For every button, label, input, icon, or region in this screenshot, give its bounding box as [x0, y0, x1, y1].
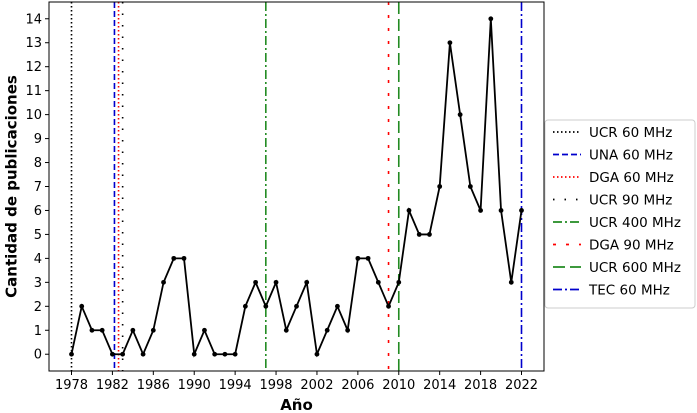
y-axis-title: Cantidad de publicaciones: [3, 75, 21, 298]
data-point: [386, 303, 391, 309]
x-tick-label: 2002: [300, 378, 333, 393]
data-point: [140, 351, 146, 357]
legend-label-ucr-600-mhz: UCR 600 MHz: [589, 260, 681, 276]
y-tick-label: 2: [34, 300, 42, 315]
data-point: [365, 255, 371, 261]
legend-label-ucr-90-mhz: UCR 90 MHz: [589, 193, 672, 209]
series-points-group: [69, 16, 524, 357]
data-point: [375, 279, 381, 285]
data-point: [345, 327, 351, 333]
data-point: [191, 351, 197, 357]
data-point: [498, 208, 504, 213]
x-axis-ticks: 1978 1982 1986 1990 1994 1998 2002 2006 2010 2014…: [55, 371, 538, 393]
x-tick-label: 1978: [55, 378, 88, 393]
y-tick-label: 7: [34, 180, 42, 195]
x-axis-title: Año: [280, 396, 313, 413]
data-point: [355, 255, 361, 261]
y-tick-label: 9: [34, 132, 42, 147]
data-point: [273, 279, 279, 285]
x-tick-label: 1982: [96, 378, 129, 393]
legend: UCR 60 MHz UNA 60 MHz DGA 60 MHz UCR 90 MHz…: [544, 119, 696, 309]
legend-label-tec-60-mhz: TEC 60 MHz: [588, 283, 670, 299]
x-tick-label: 2010: [382, 378, 415, 393]
data-point: [110, 351, 115, 357]
y-tick-label: 4: [34, 252, 42, 267]
legend-label-ucr-400-mhz: UCR 400 MHz: [589, 215, 681, 231]
data-point: [416, 232, 422, 237]
x-tick-label: 1990: [178, 378, 211, 393]
y-tick-label: 3: [34, 276, 42, 291]
y-tick-label: 12: [25, 60, 42, 75]
legend-label-dga-60-mhz: DGA 60 MHz: [589, 170, 674, 186]
data-point: [283, 327, 289, 333]
data-point: [488, 16, 494, 22]
y-tick-label: 1: [34, 324, 42, 339]
data-point: [130, 327, 136, 333]
x-tick-label: 1998: [259, 378, 292, 393]
data-point: [519, 208, 524, 213]
data-point: [478, 208, 483, 213]
data-point: [253, 279, 258, 285]
data-point: [161, 279, 166, 285]
x-tick-label: 2014: [423, 378, 456, 393]
legend-frame: [544, 119, 696, 309]
data-point: [314, 351, 320, 357]
data-point: [437, 184, 443, 189]
data-point: [222, 351, 228, 357]
legend-label-dga-90-mhz: DGA 90 MHz: [589, 238, 674, 254]
data-point: [232, 351, 238, 357]
y-tick-label: 11: [25, 84, 42, 99]
data-point: [457, 112, 463, 118]
data-point: [396, 279, 402, 285]
data-point: [447, 40, 453, 46]
x-tick-label: 2022: [505, 378, 538, 393]
data-point: [242, 303, 248, 309]
x-tick-label: 2006: [341, 378, 374, 393]
data-point: [89, 327, 95, 333]
x-tick-label: 1994: [219, 378, 252, 393]
legend-label-una-60-mhz: UNA 60 MHz: [589, 148, 673, 164]
data-point: [335, 303, 340, 309]
legend-label-ucr-60-mhz: UCR 60 MHz: [589, 125, 672, 141]
y-tick-label: 6: [34, 204, 42, 219]
data-point: [120, 351, 126, 357]
data-point: [508, 279, 514, 285]
data-point: [212, 351, 218, 357]
y-tick-label: 14: [25, 12, 42, 27]
data-point: [171, 255, 177, 261]
data-point: [150, 327, 156, 333]
data-point: [99, 327, 105, 333]
data-point: [69, 351, 74, 357]
data-point: [467, 184, 473, 189]
y-tick-label: 0: [34, 348, 42, 363]
data-point: [406, 208, 412, 213]
data-point: [202, 327, 207, 333]
data-point: [263, 303, 269, 309]
data-point: [427, 232, 432, 237]
y-tick-label: 8: [34, 156, 42, 171]
data-point: [324, 327, 330, 333]
data-point: [304, 279, 310, 285]
data-point: [294, 303, 299, 309]
y-tick-label: 5: [34, 228, 42, 243]
y-tick-label: 10: [25, 108, 42, 123]
data-point: [181, 255, 187, 261]
vertical-reference-lines: [70, 2, 523, 371]
x-tick-label: 1986: [137, 378, 170, 393]
x-tick-label: 2018: [464, 378, 497, 393]
data-point: [79, 303, 85, 309]
y-tick-label: 13: [25, 36, 42, 51]
